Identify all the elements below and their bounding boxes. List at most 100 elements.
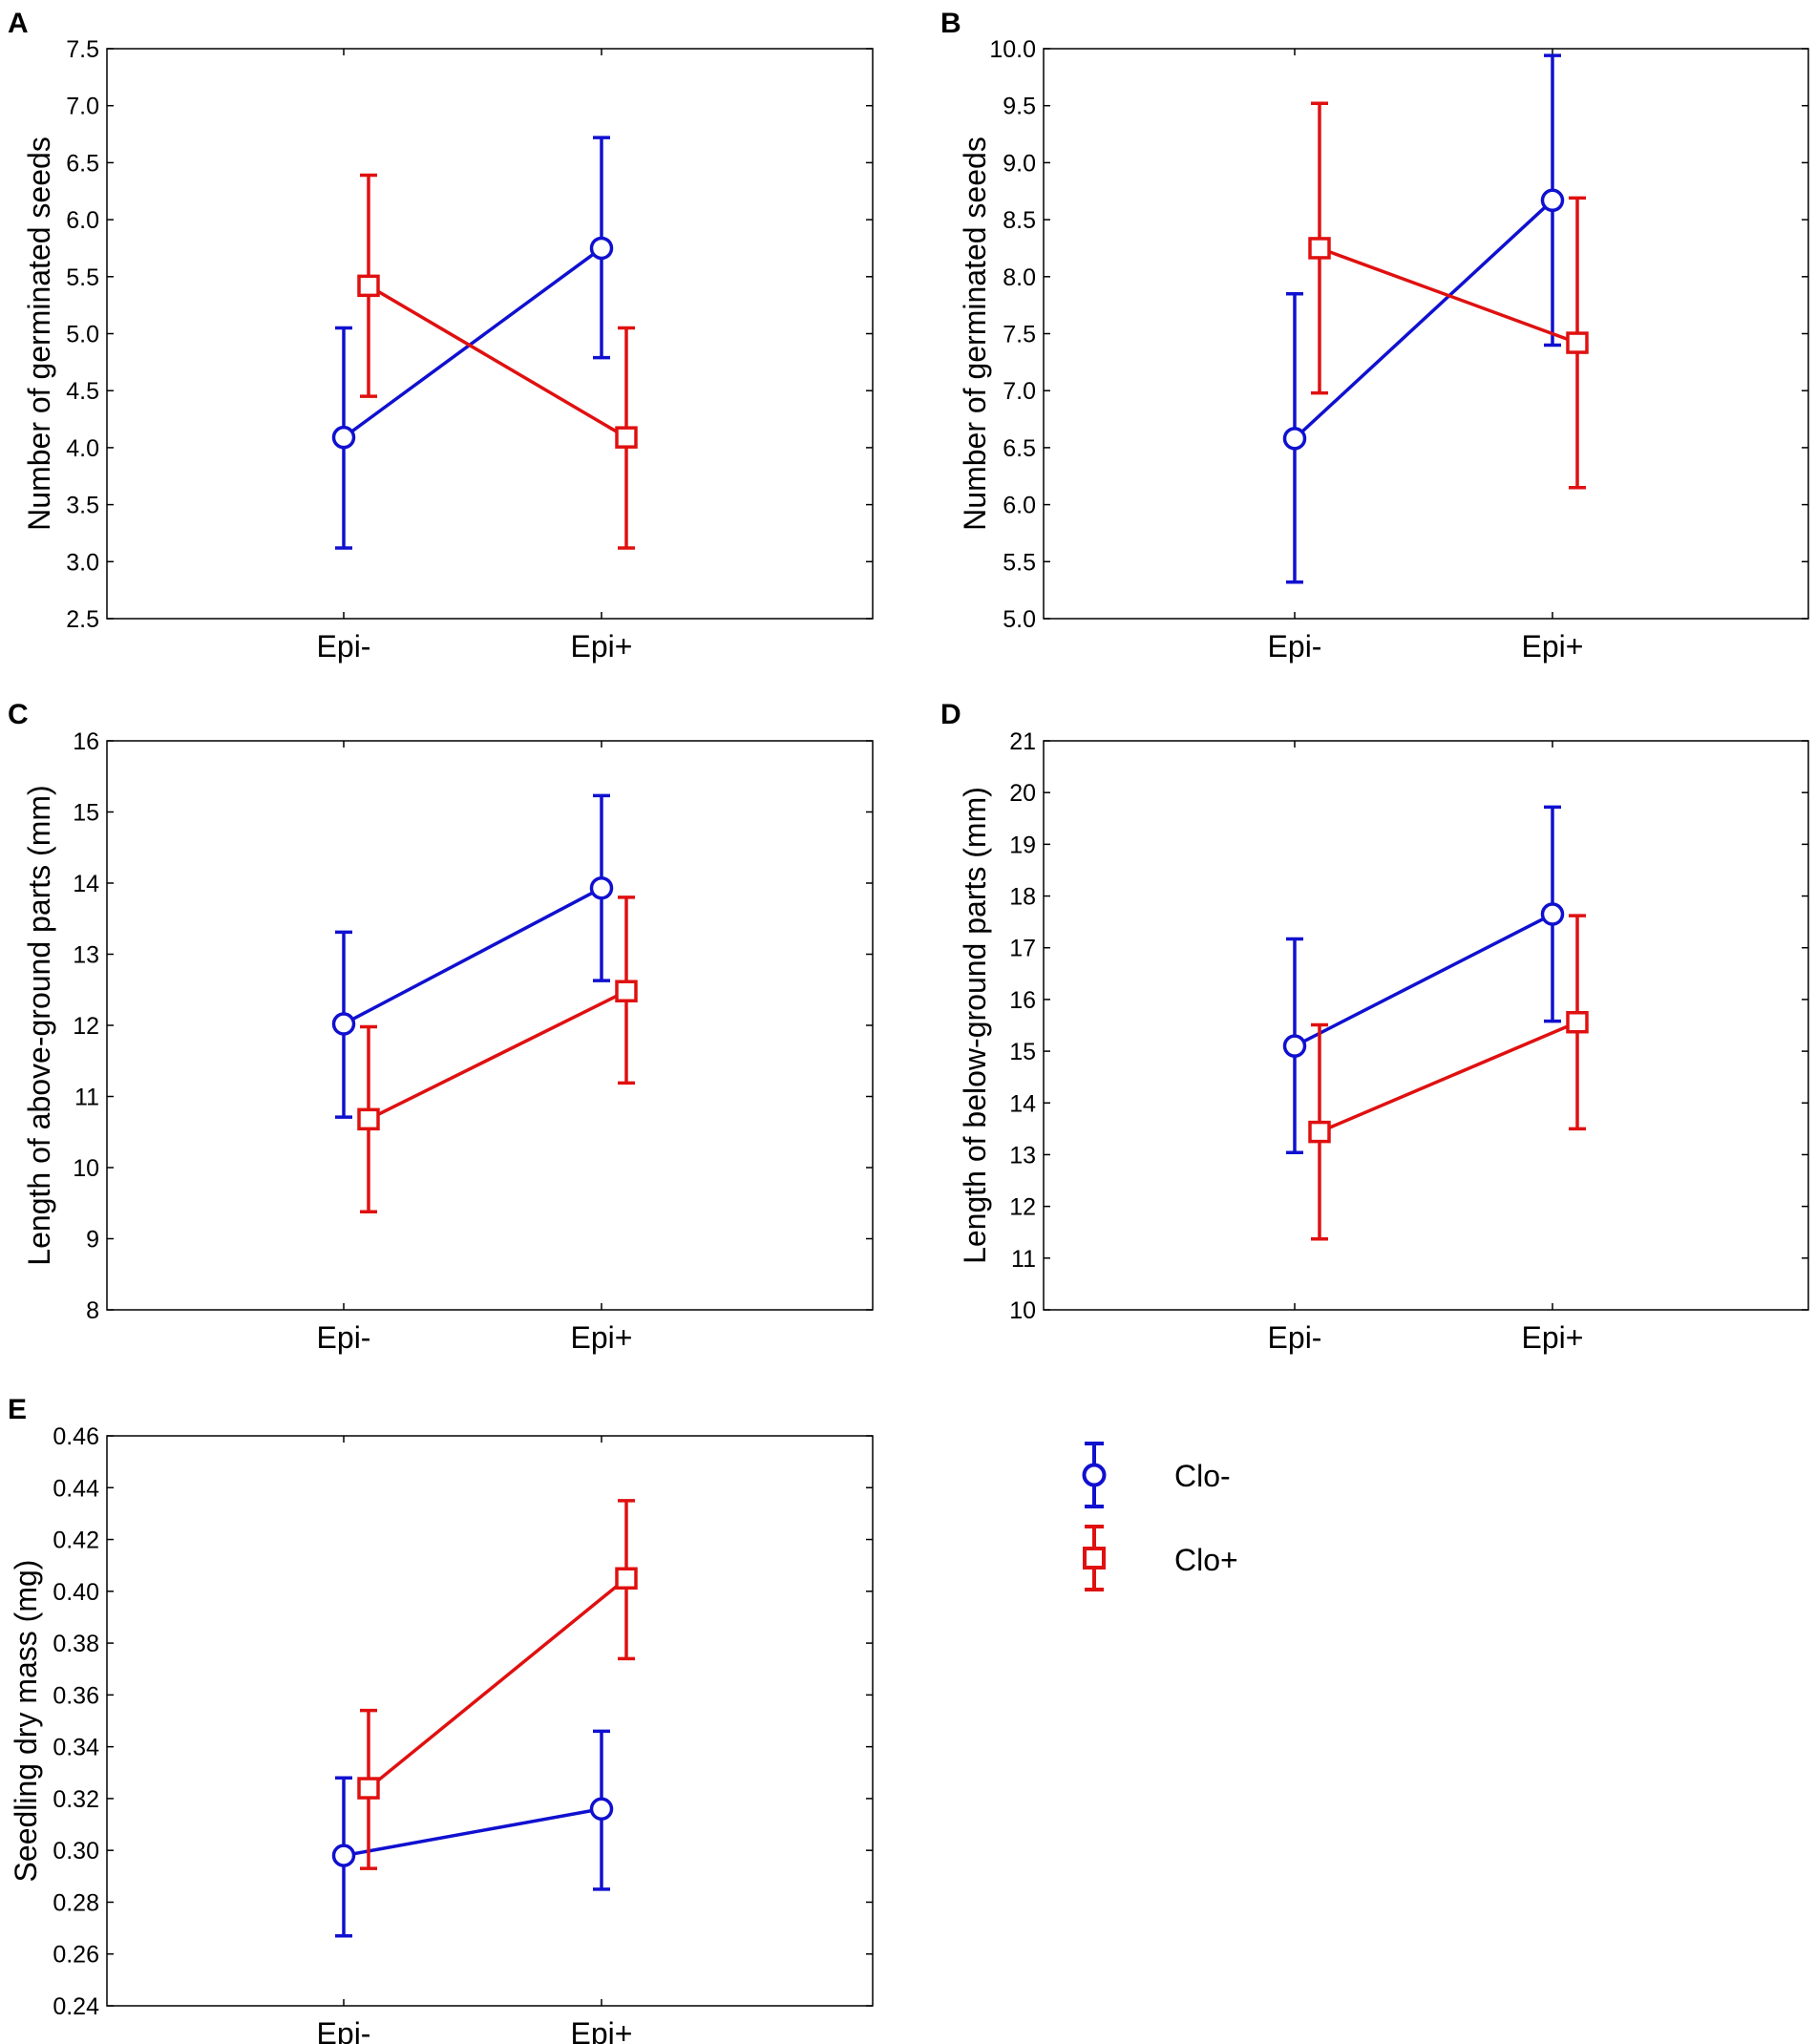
x-category-label-b: Epi- <box>1268 629 1322 664</box>
y-tick-label-d: 11 <box>1011 1246 1036 1273</box>
y-tick-label-c: 9 <box>86 1227 99 1254</box>
series-line <box>1294 912 1553 1048</box>
series-c-clo-minus <box>331 793 614 1119</box>
series-d-clo-minus <box>1282 805 1565 1155</box>
plot-frame-e <box>106 1435 874 2007</box>
x-category-label-a: Epi- <box>317 629 371 664</box>
x-category-label-d: Epi- <box>1268 1320 1322 1355</box>
y-tick-label-d: 13 <box>1009 1142 1036 1169</box>
y-axis-title-a: Number of germinated seeds <box>22 137 56 531</box>
series-d-clo-plus <box>1308 914 1589 1241</box>
data-point-square <box>1308 237 1331 260</box>
panel-d: D 10 11 12 13 14 15 16 17 18 19 20 21 Epi- Epi+ Length … <box>940 699 1809 1355</box>
panel-a: A 2.5 3.0 3.5 4.0 4.5 5.0 5.5 6.0 6.5 7.0 7.5 Epi- Ep… <box>8 8 874 664</box>
series-line <box>368 284 627 439</box>
data-point-circle <box>331 1012 356 1036</box>
y-tick-label-a: 4.0 <box>66 435 99 462</box>
x-category-label-c: Epi+ <box>571 1320 633 1355</box>
y-tick-label-c: 15 <box>73 800 99 827</box>
series-c-clo-plus <box>357 896 638 1213</box>
y-tick-label-a: 4.5 <box>66 378 99 405</box>
data-point-square <box>357 274 380 298</box>
series-e-clo-minus <box>331 1729 614 1938</box>
plot-frame-b <box>1043 48 1809 620</box>
x-category-label-e: Epi- <box>317 2016 371 2044</box>
panel-letter-e: E <box>8 1394 27 1425</box>
y-tick-label-e: 0.26 <box>53 1942 99 1969</box>
x-category-label-e: Epi+ <box>571 2016 633 2044</box>
y-tick-label-b: 7.5 <box>1003 322 1036 348</box>
y-tick-label-e: 0.44 <box>53 1475 99 1502</box>
data-point-circle <box>1540 902 1565 926</box>
legend-circle-marker <box>1082 1463 1107 1487</box>
y-tick-label-d: 12 <box>1009 1194 1036 1221</box>
y-axis-title-d: Length of below-ground parts (mm) <box>958 787 992 1264</box>
y-tick-label-c: 14 <box>73 871 99 897</box>
legend-square-marker <box>1083 1547 1106 1570</box>
y-tick-label-a: 6.0 <box>66 207 99 234</box>
data-point-circle <box>589 1797 614 1822</box>
y-tick-label-d: 17 <box>1009 936 1036 962</box>
y-tick-label-c: 11 <box>74 1085 99 1111</box>
y-tick-label-a: 6.5 <box>66 150 99 177</box>
y-tick-label-e: 0.42 <box>53 1528 99 1554</box>
data-point-square <box>615 1567 638 1590</box>
legend-label-clo-minus: Clo- <box>1174 1459 1231 1493</box>
legend-entry-clo-plus: Clo+ <box>1083 1525 1238 1591</box>
y-tick-label-e: 0.38 <box>53 1631 99 1657</box>
series-b-clo-plus <box>1308 101 1589 490</box>
legend-entry-clo-minus: Clo- <box>1082 1442 1231 1508</box>
y-tick-label-d: 15 <box>1009 1039 1036 1065</box>
legend-label-clo-plus: Clo+ <box>1174 1543 1238 1577</box>
y-tick-label-e: 0.36 <box>53 1682 99 1709</box>
y-tick-label-a: 7.5 <box>66 36 99 63</box>
y-tick-label-e: 0.28 <box>53 1889 99 1916</box>
x-category-label-c: Epi- <box>317 1320 371 1355</box>
y-tick-label-d: 16 <box>1009 987 1036 1014</box>
data-point-circle <box>1282 1034 1307 1058</box>
y-axis-title-e: Seedling dry mass (mg) <box>9 1560 43 1883</box>
data-point-square <box>615 426 638 449</box>
panel-b: B 5.0 5.5 6.0 6.5 7.0 7.5 8.0 8.5 9.0 9.5 10.0 Epi- E… <box>940 8 1809 664</box>
y-tick-label-e: 0.46 <box>53 1423 99 1450</box>
y-tick-label-c: 8 <box>86 1297 99 1324</box>
series-line <box>367 1576 628 1790</box>
y-tick-label-d: 14 <box>1009 1090 1036 1117</box>
data-point-square <box>1566 1010 1589 1034</box>
y-tick-label-e: 0.32 <box>53 1786 99 1813</box>
y-tick-label-a: 3.0 <box>66 549 99 576</box>
series-line <box>343 1807 602 1858</box>
panel-c: C 8 9 10 11 12 13 14 15 16 Epi- Epi+ Length of above… <box>8 699 874 1355</box>
plot-frame-d <box>1043 740 1809 1311</box>
panel-letter-b: B <box>940 8 961 39</box>
y-tick-label-e: 0.34 <box>53 1735 99 1761</box>
y-tick-label-c: 13 <box>73 942 99 969</box>
y-tick-label-a: 2.5 <box>66 606 99 633</box>
series-line <box>342 246 603 439</box>
data-point-square <box>357 1777 380 1800</box>
y-tick-label-b: 10.0 <box>989 36 1036 63</box>
y-tick-label-d: 20 <box>1009 780 1036 807</box>
y-tick-label-e: 0.40 <box>53 1579 99 1606</box>
data-point-square <box>615 980 638 1002</box>
x-category-label-b: Epi+ <box>1522 629 1584 664</box>
y-tick-label-d: 10 <box>1009 1297 1036 1324</box>
data-point-circle <box>589 236 614 261</box>
data-point-circle <box>331 425 356 450</box>
y-tick-label-b: 5.5 <box>1003 549 1036 576</box>
data-point-square <box>1566 331 1589 354</box>
series-line <box>1293 199 1554 440</box>
y-tick-label-b: 8.5 <box>1003 207 1036 234</box>
series-e-clo-plus <box>357 1499 638 1870</box>
y-axis-title-b: Number of germinated seeds <box>958 137 992 531</box>
y-tick-label-d: 18 <box>1009 884 1036 911</box>
y-tick-label-e: 0.30 <box>53 1838 99 1865</box>
series-a-clo-plus <box>357 173 638 550</box>
data-point-circle <box>1540 188 1565 213</box>
series-b-clo-minus <box>1282 53 1565 584</box>
data-point-square <box>357 1107 380 1131</box>
y-tick-label-a: 7.0 <box>66 94 99 120</box>
y-tick-label-b: 6.5 <box>1003 435 1036 462</box>
y-tick-label-a: 5.0 <box>66 322 99 348</box>
